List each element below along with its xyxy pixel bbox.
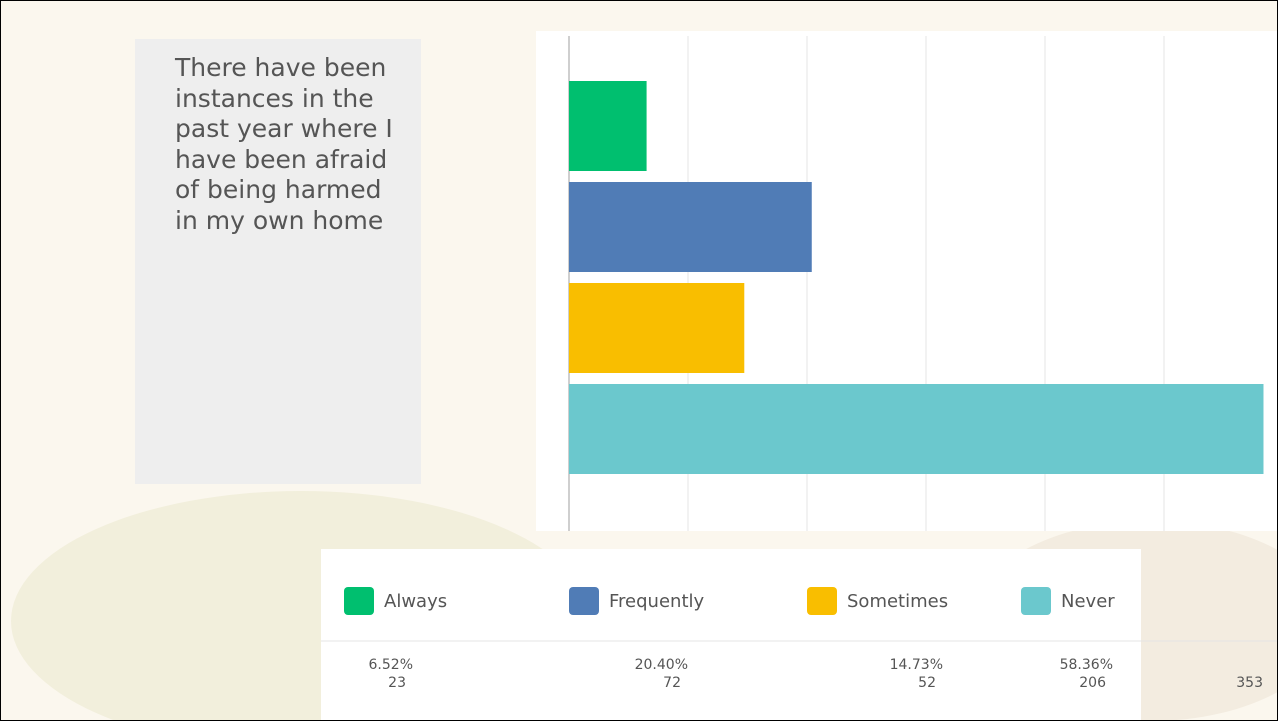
legend-swatch (344, 587, 374, 615)
count-label: 72 (663, 675, 681, 691)
legend-label: Always (384, 591, 447, 612)
percent-label: 14.73% (889, 657, 943, 673)
legend-swatch (569, 587, 599, 615)
percent-label: 58.36% (1059, 657, 1113, 673)
question-label: There have been instances in the past ye… (135, 39, 421, 484)
legend-label: Frequently (609, 591, 704, 612)
legend-label: Sometimes (847, 591, 948, 612)
legend-label: Never (1061, 591, 1115, 612)
count-label: 52 (918, 675, 936, 691)
total-label: 353 (1236, 675, 1263, 691)
bar (569, 384, 1264, 474)
bar (569, 81, 647, 171)
legend-background (321, 549, 1141, 720)
count-label: 23 (388, 675, 406, 691)
legend-swatch (807, 587, 837, 615)
percent-label: 20.40% (634, 657, 688, 673)
count-label: 206 (1079, 675, 1106, 691)
bar (569, 283, 745, 373)
percent-label: 6.52% (368, 657, 413, 673)
legend-swatch (1021, 587, 1051, 615)
bar (569, 182, 812, 272)
